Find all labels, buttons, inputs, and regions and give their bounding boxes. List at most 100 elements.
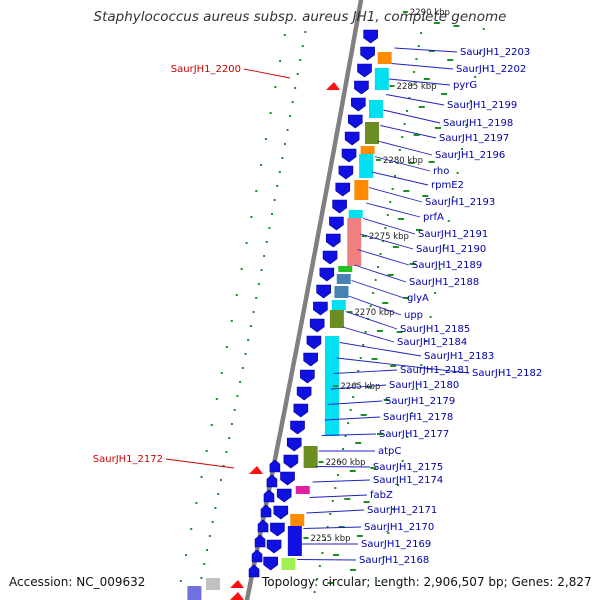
gene-label-red[interactable]: SaurJH1_2172 bbox=[93, 454, 163, 465]
gene-label[interactable]: SaurJH1_2196 bbox=[435, 150, 505, 161]
gc-track-mark bbox=[387, 532, 390, 534]
gene-arrow bbox=[341, 148, 357, 163]
gene-arrow bbox=[335, 182, 351, 197]
gene-label[interactable]: fabZ bbox=[370, 490, 393, 501]
label-leader-line bbox=[312, 479, 371, 483]
gc-track-mark bbox=[387, 274, 394, 276]
label-leader-line bbox=[388, 78, 451, 86]
gc-track-mark bbox=[334, 487, 337, 489]
red-gene-arrow bbox=[249, 466, 263, 474]
gene-label-red[interactable]: SaurJH1_2200 bbox=[171, 64, 241, 75]
gene-label[interactable]: rpmE2 bbox=[431, 180, 464, 191]
gene-label[interactable]: SaurJH1_2193 bbox=[425, 197, 495, 208]
gc-track-mark bbox=[350, 569, 357, 571]
label-leader-line bbox=[309, 494, 368, 498]
gene-label[interactable]: SaurJH1_2170 bbox=[364, 522, 434, 533]
gene-label[interactable]: SaurJH1_2182 bbox=[472, 368, 542, 379]
gc-track-mark bbox=[205, 450, 208, 452]
gc-track-mark bbox=[327, 582, 334, 584]
gc-track-mark bbox=[220, 372, 223, 374]
label-leader-line bbox=[339, 342, 422, 357]
gene-label[interactable]: SaurJH1_2178 bbox=[383, 412, 453, 423]
gc-track-mark bbox=[401, 136, 404, 138]
gc-track-mark bbox=[474, 76, 477, 78]
gc-track-mark bbox=[363, 501, 370, 503]
gene-label[interactable]: SaurJH1_2203 bbox=[460, 47, 530, 58]
gc-track-mark bbox=[377, 580, 380, 582]
label-leader-line bbox=[385, 94, 445, 106]
gc-track-mark bbox=[411, 412, 414, 414]
gc-track-mark bbox=[386, 214, 389, 216]
gc-track-mark bbox=[286, 129, 289, 131]
gc-track-mark bbox=[456, 172, 459, 174]
gene-label[interactable]: SaurJH1_2191 bbox=[418, 229, 488, 240]
label-leader-line bbox=[303, 526, 362, 529]
gene-label[interactable]: rho bbox=[433, 166, 449, 177]
gc-track-mark bbox=[391, 188, 394, 190]
gene-label[interactable]: SaurJH1_2188 bbox=[409, 277, 479, 288]
gene-label[interactable]: prfA bbox=[423, 212, 444, 223]
gc-track-mark bbox=[408, 162, 415, 164]
gc-track-mark bbox=[424, 340, 427, 342]
gc-track-mark bbox=[252, 311, 255, 313]
gc-track-mark bbox=[465, 124, 468, 126]
gene-label[interactable]: SaurJH1_2184 bbox=[397, 337, 467, 348]
gc-track-mark bbox=[390, 365, 397, 367]
position-mark-label: 2280 kbp bbox=[383, 156, 423, 166]
gene-block bbox=[336, 274, 351, 284]
gc-track-mark bbox=[289, 115, 292, 117]
gene-block bbox=[295, 486, 310, 494]
label-leader-line bbox=[391, 63, 454, 70]
gc-track-mark bbox=[265, 241, 268, 243]
gene-label[interactable]: SaurJH1_2169 bbox=[361, 539, 431, 550]
gc-track-mark bbox=[405, 110, 408, 112]
gc-track-mark bbox=[301, 45, 304, 47]
gc-track-mark bbox=[422, 19, 425, 21]
gene-block bbox=[334, 286, 349, 298]
gc-track-mark bbox=[394, 175, 397, 177]
gene-label[interactable]: SaurJH1_2175 bbox=[373, 462, 443, 473]
gc-track-mark bbox=[279, 60, 282, 62]
gc-track-mark bbox=[236, 395, 239, 397]
gene-label[interactable]: SaurJH1_2168 bbox=[359, 555, 429, 566]
gene-arrow bbox=[280, 471, 295, 486]
gene-label[interactable]: SaurJH1_2198 bbox=[443, 118, 513, 129]
gc-track-mark bbox=[273, 199, 276, 201]
gene-label[interactable]: SaurJH1_2177 bbox=[379, 429, 449, 440]
label-leader-line bbox=[374, 156, 431, 172]
gene-label[interactable]: SaurJH1_2189 bbox=[412, 260, 482, 271]
gene-label[interactable]: pyrG bbox=[453, 80, 477, 91]
gc-track-mark bbox=[376, 433, 383, 435]
gc-track-mark bbox=[413, 71, 416, 73]
gc-track-mark bbox=[195, 502, 198, 504]
gene-label[interactable]: upp bbox=[404, 310, 423, 321]
gene-label[interactable]: SaurJH1_2199 bbox=[447, 100, 517, 111]
gc-track-mark bbox=[370, 467, 377, 469]
gene-label[interactable]: SaurJH1_2202 bbox=[456, 64, 526, 75]
gene-label[interactable]: SaurJH1_2197 bbox=[439, 133, 509, 144]
gene-block bbox=[303, 446, 318, 468]
gene-label[interactable]: SaurJH1_2185 bbox=[400, 324, 470, 335]
gene-label[interactable]: SaurJH1_2179 bbox=[385, 396, 455, 407]
gene-label[interactable]: glyA bbox=[407, 293, 429, 304]
gene-block bbox=[206, 578, 221, 590]
gc-track-mark bbox=[418, 106, 425, 108]
gc-track-mark bbox=[372, 292, 375, 294]
gene-label[interactable]: SaurJH1_2171 bbox=[367, 505, 437, 516]
gene-label[interactable]: SaurJH1_2180 bbox=[389, 380, 459, 391]
gene-label[interactable]: SaurJH1_2174 bbox=[373, 475, 443, 486]
gc-track-mark bbox=[339, 461, 342, 463]
gene-arrow bbox=[332, 199, 347, 214]
gene-label[interactable]: SaurJH1_2183 bbox=[424, 351, 494, 362]
gene-label[interactable]: SaurJH1_2190 bbox=[416, 244, 486, 255]
gene-label[interactable]: SaurJH1_2181 bbox=[400, 365, 470, 376]
gc-track-mark bbox=[415, 58, 418, 60]
gene-arrow bbox=[269, 459, 281, 473]
gc-track-mark bbox=[233, 409, 236, 411]
gc-track-mark bbox=[434, 292, 437, 294]
position-mark-label: 2285 kbp bbox=[397, 82, 437, 92]
gene-label[interactable]: atpC bbox=[378, 446, 401, 457]
red-gene-arrow bbox=[326, 82, 340, 90]
gene-arrow bbox=[351, 97, 366, 112]
